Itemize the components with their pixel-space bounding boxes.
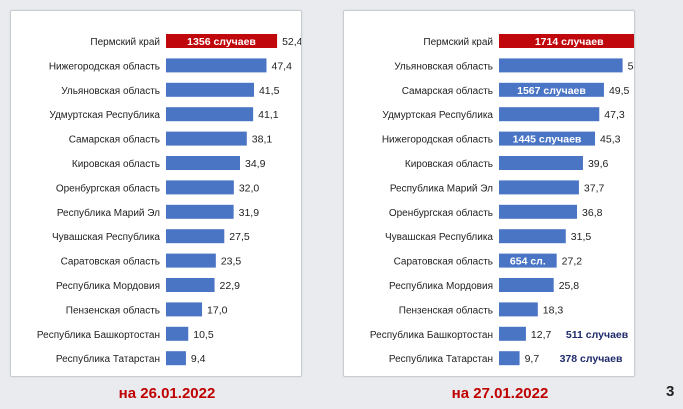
value-label: 12,7	[531, 329, 552, 341]
value-label: 41,5	[259, 85, 280, 97]
bar	[166, 326, 189, 341]
category-label: Пензенская область	[399, 304, 493, 316]
bar	[166, 156, 240, 170]
bar	[166, 58, 267, 73]
bar	[166, 180, 234, 195]
value-label: 36,8	[582, 207, 603, 219]
bar	[499, 204, 578, 219]
value-label: 18,3	[543, 304, 564, 316]
bar-annotation: 378 случаев	[560, 353, 623, 365]
value-label: 41,1	[258, 109, 279, 121]
bar	[499, 156, 583, 170]
bar-annotation: 1356 случаев	[187, 36, 256, 48]
bar	[166, 253, 216, 268]
category-label: Кировская область	[405, 158, 493, 170]
category-label: Ульяновская область	[394, 60, 493, 72]
bar	[166, 131, 247, 146]
category-label: Удмуртская Республика	[382, 109, 493, 121]
category-label: Пензенская область	[66, 304, 160, 316]
value-label: 47,4	[271, 60, 292, 72]
category-label: Самарская область	[69, 134, 160, 146]
bar-annotation: 1445 случаев	[513, 134, 582, 146]
bar	[499, 34, 634, 48]
chart-panel-right: Пермский край66,2Ульяновская область58,3…	[343, 10, 635, 377]
category-label: Саратовская область	[394, 256, 493, 268]
value-label: 52,4	[282, 36, 301, 48]
category-label: Республика Мордовия	[389, 280, 493, 292]
category-label: Нижегородская область	[382, 134, 493, 146]
value-label: 39,6	[588, 158, 609, 170]
bar-chart-2022-01-27: Пермский край66,2Ульяновская область58,3…	[370, 34, 634, 366]
bar	[166, 351, 186, 366]
date-caption-right: на 27.01.2022	[451, 385, 549, 402]
bar	[499, 278, 554, 292]
category-label: Удмуртская Республика	[49, 109, 160, 121]
bar-annotation: 1567 случаев	[517, 85, 586, 97]
category-label: Чувашская Республика	[52, 231, 160, 243]
value-label: 17,0	[207, 304, 228, 316]
category-label: Чувашская Республика	[385, 231, 493, 243]
bar-annotation: 1714 случаев	[535, 36, 604, 48]
value-label: 10,5	[193, 329, 214, 341]
category-label: Республика Башкортостан	[370, 329, 493, 341]
category-label: Оренбургская область	[56, 182, 160, 194]
value-label: 58,3	[628, 60, 634, 72]
bar	[499, 58, 623, 73]
bar	[499, 82, 604, 97]
category-label: Республика Марий Эл	[57, 207, 160, 219]
chart-panel-left: Пермский край 52,4 Нижегородская область 47…	[10, 10, 302, 377]
category-label: Республика Марий Эл	[390, 182, 493, 194]
bar	[166, 229, 225, 244]
category-label: Нижегородская область	[49, 60, 160, 72]
bar	[499, 253, 557, 268]
value-label: 22,9	[220, 280, 241, 292]
value-label: 9,7	[525, 353, 540, 365]
bar	[499, 229, 566, 244]
value-label: 25,8	[559, 280, 580, 292]
date-caption-left: на 26.01.2022	[118, 385, 216, 402]
value-label: 31,9	[239, 207, 260, 219]
value-label: 49,5	[609, 85, 630, 97]
category-label: Республика Мордовия	[56, 280, 160, 292]
value-label: 32,0	[239, 182, 260, 194]
bar-chart-2022-01-26: Пермский край 52,4 Нижегородская область 47…	[37, 34, 301, 366]
category-label: Пермский край	[90, 37, 160, 48]
bar	[499, 131, 596, 146]
value-label: 47,3	[604, 109, 625, 121]
category-label: Кировская область	[72, 158, 160, 170]
bar	[166, 107, 254, 122]
category-label: Оренбургская область	[389, 207, 493, 219]
bar	[166, 278, 215, 292]
category-label: Ульяновская область	[61, 85, 160, 97]
bar	[499, 326, 526, 341]
category-label: Самарская область	[402, 85, 493, 97]
category-label: Саратовская область	[61, 256, 160, 268]
value-label: 23,5	[221, 256, 242, 268]
bar-annotation: 511 случаев	[566, 329, 629, 341]
value-label: 45,3	[600, 134, 621, 146]
category-label: Республика Татарстан	[56, 353, 160, 365]
bar	[499, 351, 520, 366]
bar	[166, 302, 203, 317]
value-label: 9,4	[191, 353, 206, 365]
value-label: 37,7	[584, 182, 605, 194]
bar	[166, 82, 254, 97]
value-label: 34,9	[245, 158, 266, 170]
value-label: 38,1	[252, 134, 273, 146]
value-label: 27,5	[229, 231, 250, 243]
category-label: Республика Башкортостан	[37, 329, 160, 341]
bar	[499, 107, 600, 122]
category-label: Пермский край	[423, 37, 493, 48]
bar-annotation: 654 сл.	[510, 256, 546, 268]
category-label: Республика Татарстан	[389, 353, 493, 365]
value-label: 31,5	[571, 231, 592, 243]
bar	[166, 204, 234, 219]
bar	[166, 34, 278, 48]
bar	[499, 302, 538, 317]
value-label: 27,2	[562, 256, 583, 268]
page-number: 3	[666, 383, 675, 400]
bar	[499, 180, 579, 195]
